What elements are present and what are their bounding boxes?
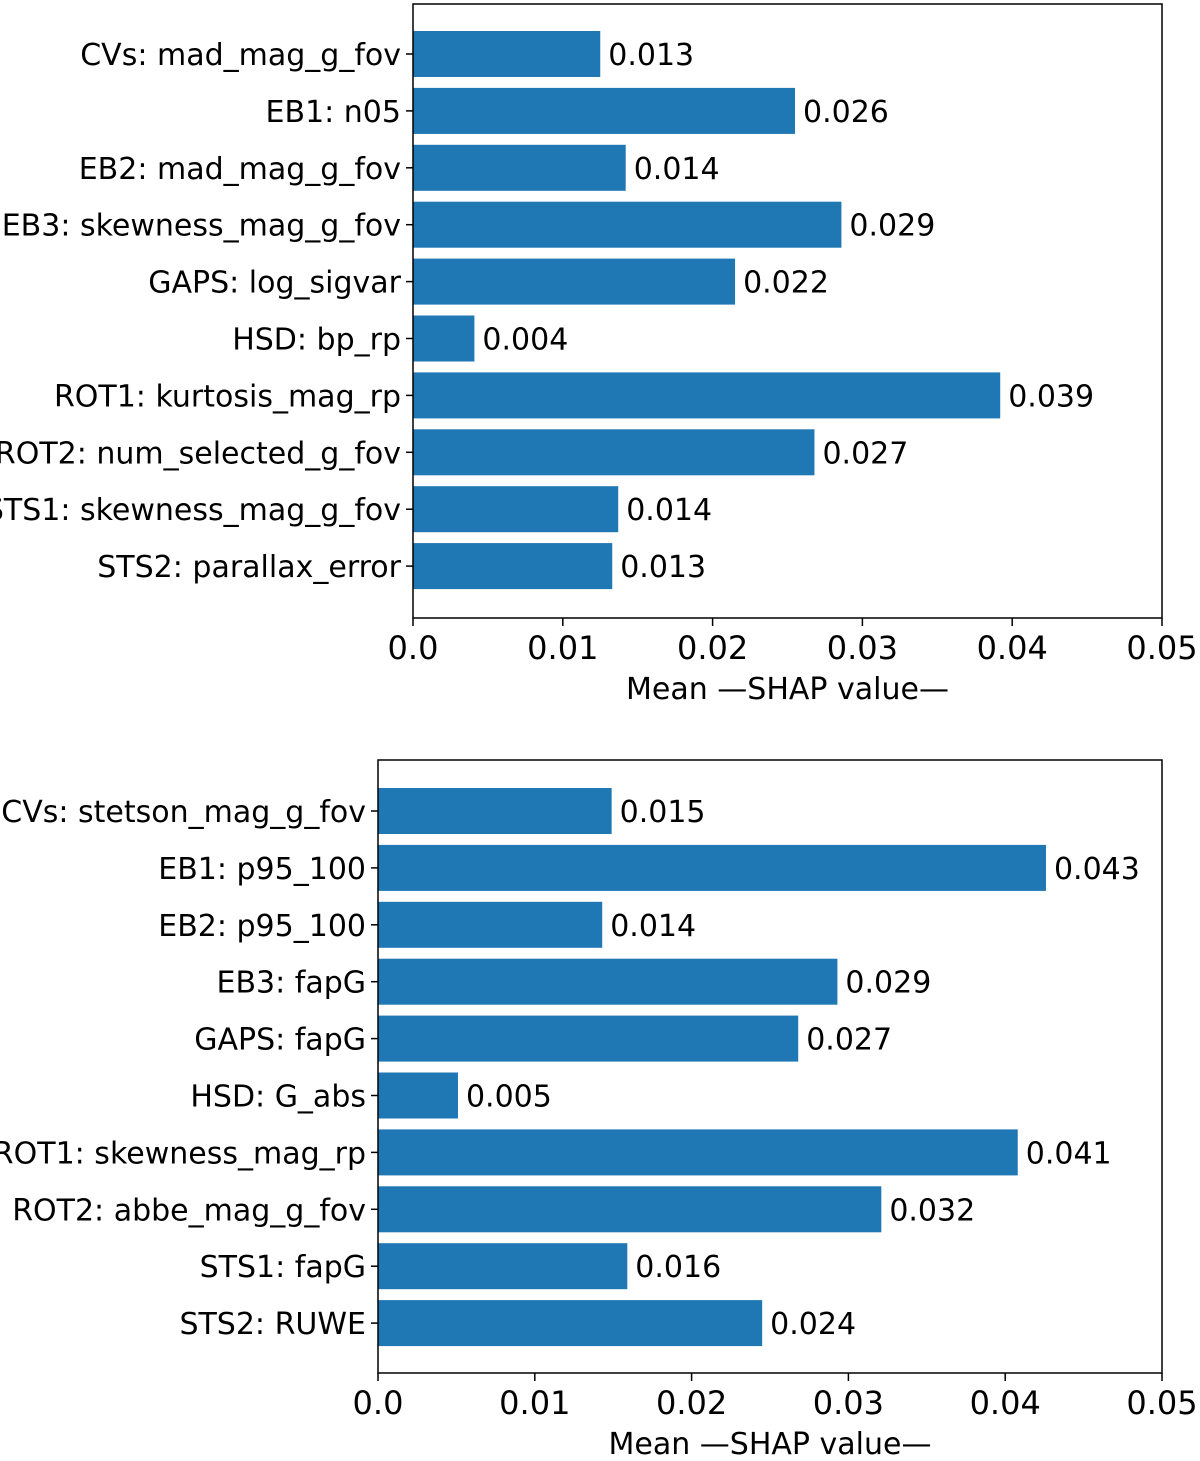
x-tick-label-2: 0.01 <box>527 629 598 667</box>
category-label-10: STS2: parallax_error <box>97 550 401 585</box>
value-label-2: 0.026 <box>803 95 889 130</box>
value-label-5: 0.022 <box>743 266 829 301</box>
value-label-6: 0.004 <box>482 323 568 358</box>
category-label-5: GAPS: fapG <box>194 1023 366 1058</box>
chart-panel-2: 0.015 CVs: stetson_mag_g_fov 0.043 EB1: p95… <box>0 759 1198 1461</box>
category-label-5: GAPS: log_sigvar <box>148 266 401 301</box>
value-label-7: 0.039 <box>1008 379 1094 414</box>
bar-5 <box>413 258 736 305</box>
plot-frame <box>412 3 1163 619</box>
value-label-10: 0.024 <box>770 1307 856 1342</box>
bar-8 <box>378 1186 882 1233</box>
bar-9 <box>378 1243 628 1290</box>
value-label-9: 0.014 <box>626 493 712 528</box>
value-label-4: 0.029 <box>849 209 935 244</box>
chart-panel-1: 0.013 CVs: mad_mag_g_fov 0.026 EB1: n05 0.01… <box>0 3 1198 707</box>
value-label-7: 0.041 <box>1026 1136 1112 1171</box>
category-label-1: CVs: mad_mag_g_fov <box>80 38 401 73</box>
x-axis-title: Mean —SHAP value— <box>626 672 949 707</box>
category-label-9: STS1: fapG <box>200 1250 366 1285</box>
category-label-10: STS2: RUWE <box>179 1307 366 1342</box>
value-label-8: 0.027 <box>822 436 908 471</box>
bar-2 <box>413 87 795 134</box>
bar-8 <box>413 429 815 476</box>
bar-10 <box>378 1300 763 1347</box>
bar-7 <box>413 372 1001 419</box>
value-label-3: 0.014 <box>610 909 696 944</box>
x-tick-label-1: 0.0 <box>388 629 439 667</box>
bar-6 <box>413 315 475 362</box>
x-tick-label-1: 0.0 <box>353 1384 404 1422</box>
value-label-6: 0.005 <box>466 1080 552 1115</box>
x-axis-title: Mean —SHAP value— <box>609 1427 932 1461</box>
bar-4 <box>413 201 842 248</box>
value-label-2: 0.043 <box>1054 852 1140 887</box>
category-label-3: EB2: p95_100 <box>158 909 366 944</box>
value-label-1: 0.013 <box>608 38 694 73</box>
value-label-8: 0.032 <box>889 1193 975 1228</box>
x-tick-label-3: 0.02 <box>656 1384 727 1422</box>
category-label-7: ROT1: kurtosis_mag_rp <box>54 379 401 414</box>
x-tick-label-5: 0.04 <box>970 1384 1041 1422</box>
bar-5 <box>378 1015 799 1062</box>
category-label-7: ROT1: skewness_mag_rp <box>0 1136 366 1171</box>
x-tick-label-3: 0.02 <box>677 629 748 667</box>
value-label-9: 0.016 <box>635 1250 721 1285</box>
bar-10 <box>413 543 613 590</box>
category-label-9: STS1: skewness_mag_g_fov <box>0 493 401 528</box>
value-label-4: 0.029 <box>845 966 931 1001</box>
x-tick-label-5: 0.04 <box>977 629 1048 667</box>
category-label-6: HSD: G_abs <box>190 1080 366 1115</box>
bar-4 <box>378 958 838 1005</box>
value-label-5: 0.027 <box>806 1023 892 1058</box>
bar-1 <box>378 788 612 834</box>
category-label-4: EB3: fapG <box>216 966 366 1001</box>
category-label-1: CVs: stetson_mag_g_fov <box>1 795 366 830</box>
category-label-6: HSD: bp_rp <box>232 323 401 358</box>
category-label-2: EB1: n05 <box>266 95 401 130</box>
category-label-8: ROT2: abbe_mag_g_fov <box>12 1193 366 1228</box>
bar-2 <box>378 844 1046 891</box>
value-label-10: 0.013 <box>620 550 706 585</box>
bar-3 <box>413 144 626 191</box>
bar-3 <box>378 901 603 948</box>
x-tick-label-4: 0.03 <box>813 1384 884 1422</box>
value-label-3: 0.014 <box>634 152 720 187</box>
category-label-2: EB1: p95_100 <box>158 852 366 887</box>
bar-1 <box>413 31 601 77</box>
x-tick-label-2: 0.01 <box>499 1384 570 1422</box>
category-label-4: EB3: skewness_mag_g_fov <box>2 209 401 244</box>
x-tick-label-4: 0.03 <box>827 629 898 667</box>
bar-6 <box>378 1072 458 1119</box>
category-label-8: ROT2: num_selected_g_fov <box>0 436 401 471</box>
plot-frame <box>377 759 1163 1374</box>
category-label-3: EB2: mad_mag_g_fov <box>79 152 401 187</box>
bar-9 <box>413 486 619 533</box>
x-tick-label-6: 0.05 <box>1126 629 1197 667</box>
value-label-1: 0.015 <box>620 795 706 830</box>
bar-7 <box>378 1129 1018 1176</box>
x-tick-label-6: 0.05 <box>1126 1384 1197 1422</box>
